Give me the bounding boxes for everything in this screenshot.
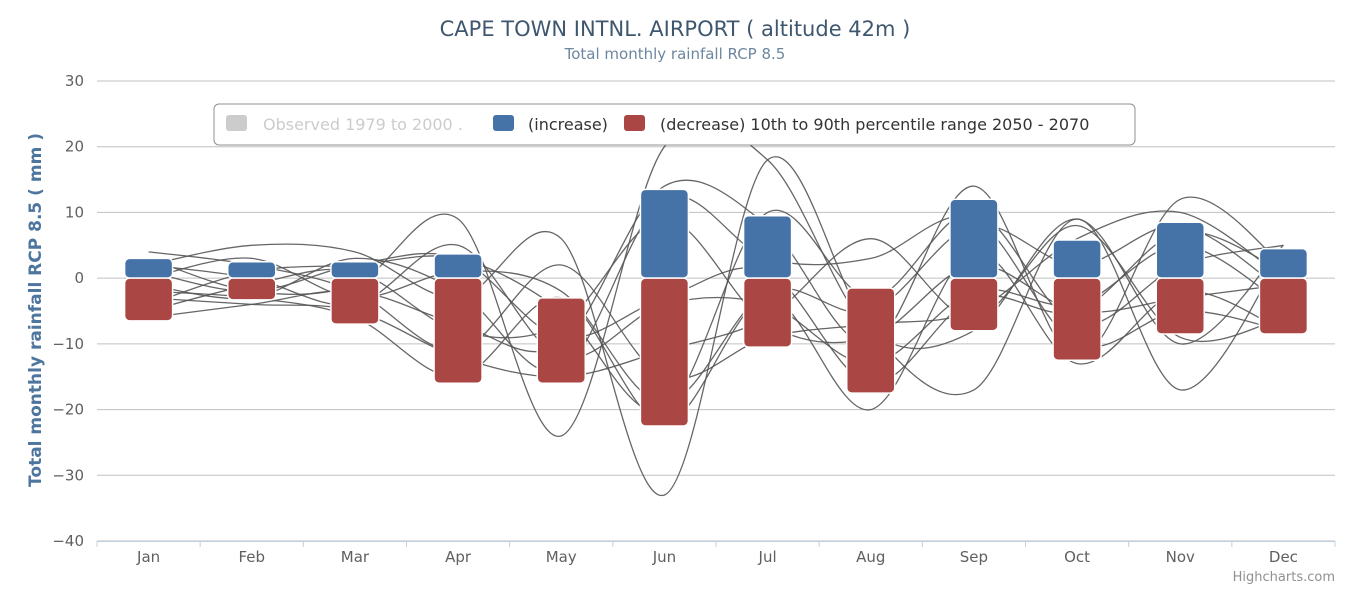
- x-tick-label: Jul: [758, 548, 777, 566]
- decrease-bar-mar[interactable]: [330, 277, 380, 325]
- x-tick-label: Sep: [960, 548, 988, 566]
- increase-bar-oct[interactable]: [1052, 239, 1102, 279]
- x-tick-label: Aug: [856, 548, 885, 566]
- credits-link[interactable]: Highcharts.com: [1233, 570, 1335, 585]
- y-tick-label: 0: [74, 269, 84, 287]
- legend-swatch-decrease: [624, 115, 645, 131]
- y-tick-label: 10: [65, 203, 84, 221]
- x-tick-label: Jan: [136, 548, 160, 566]
- decrease-bar-aug[interactable]: [846, 287, 896, 394]
- increase-bar-jul[interactable]: [742, 214, 793, 279]
- y-tick-label: −40: [52, 532, 84, 550]
- x-tick-label: Nov: [1166, 548, 1195, 566]
- chart-title: CAPE TOWN INTNL. AIRPORT ( altitude 42m …: [440, 17, 911, 41]
- x-tick-label: Mar: [341, 548, 370, 566]
- increase-bar-mar[interactable]: [330, 260, 380, 279]
- increase-bar-sep[interactable]: [949, 198, 999, 279]
- increase-bar-jan[interactable]: [123, 257, 174, 279]
- decrease-bar-jul[interactable]: [742, 277, 793, 348]
- y-axis-title: Total monthly rainfall RCP 8.5 ( mm ): [26, 133, 46, 487]
- increase-bar-dec[interactable]: [1258, 247, 1309, 279]
- x-tick-label: Dec: [1269, 548, 1298, 566]
- decrease-bar-may[interactable]: [536, 297, 586, 385]
- decrease-bar-oct[interactable]: [1052, 277, 1102, 362]
- legend-label-observed: Observed 1979 to 2000 .: [263, 115, 463, 134]
- decrease-bar-feb[interactable]: [227, 277, 277, 301]
- x-tick-label: May: [546, 548, 577, 566]
- increase-bar-nov[interactable]: [1155, 221, 1205, 279]
- decrease-bar-jan[interactable]: [123, 277, 174, 322]
- legend-label-increase: (increase): [528, 115, 608, 134]
- model-series-line: [148, 156, 1284, 496]
- increase-bar-feb[interactable]: [227, 260, 277, 279]
- legend-item-increase[interactable]: (increase): [493, 115, 608, 134]
- x-tick-label: Apr: [445, 548, 472, 566]
- legend-item-decrease[interactable]: (decrease) 10th to 90th percentile range…: [624, 115, 1089, 134]
- y-tick-label: −20: [52, 401, 84, 419]
- decrease-bar-dec[interactable]: [1258, 277, 1309, 335]
- decrease-bar-jun[interactable]: [639, 277, 690, 427]
- legend-swatch-increase: [493, 115, 514, 131]
- y-tick-label: 30: [65, 72, 84, 90]
- increase-bar-jun[interactable]: [639, 188, 690, 279]
- legend-swatch-observed: [226, 115, 247, 131]
- x-tick-label: Oct: [1064, 548, 1090, 566]
- bars: [123, 188, 1309, 427]
- chart-subtitle: Total monthly rainfall RCP 8.5: [564, 45, 786, 63]
- increase-bar-apr[interactable]: [433, 253, 483, 279]
- x-tick-label: Jun: [652, 548, 676, 566]
- axes: −40 −30 −20 −10 0 10 20 30 Jan Feb Mar Apr May Jun Jul…: [52, 72, 1336, 566]
- legend: Observed 1979 to 2000 . (increase) (decr…: [213, 103, 1136, 146]
- x-tick-label: Feb: [238, 548, 265, 566]
- legend-item-observed[interactable]: Observed 1979 to 2000 .: [226, 115, 463, 134]
- decrease-bar-nov[interactable]: [1155, 277, 1205, 335]
- y-tick-label: 20: [65, 138, 84, 156]
- y-tick-label: −30: [52, 466, 84, 484]
- legend-box: [213, 103, 1136, 146]
- legend-label-decrease: (decrease) 10th to 90th percentile range…: [660, 115, 1089, 134]
- decrease-bar-sep[interactable]: [949, 277, 999, 332]
- decrease-bar-apr[interactable]: [433, 277, 483, 385]
- y-tick-label: −10: [52, 335, 84, 353]
